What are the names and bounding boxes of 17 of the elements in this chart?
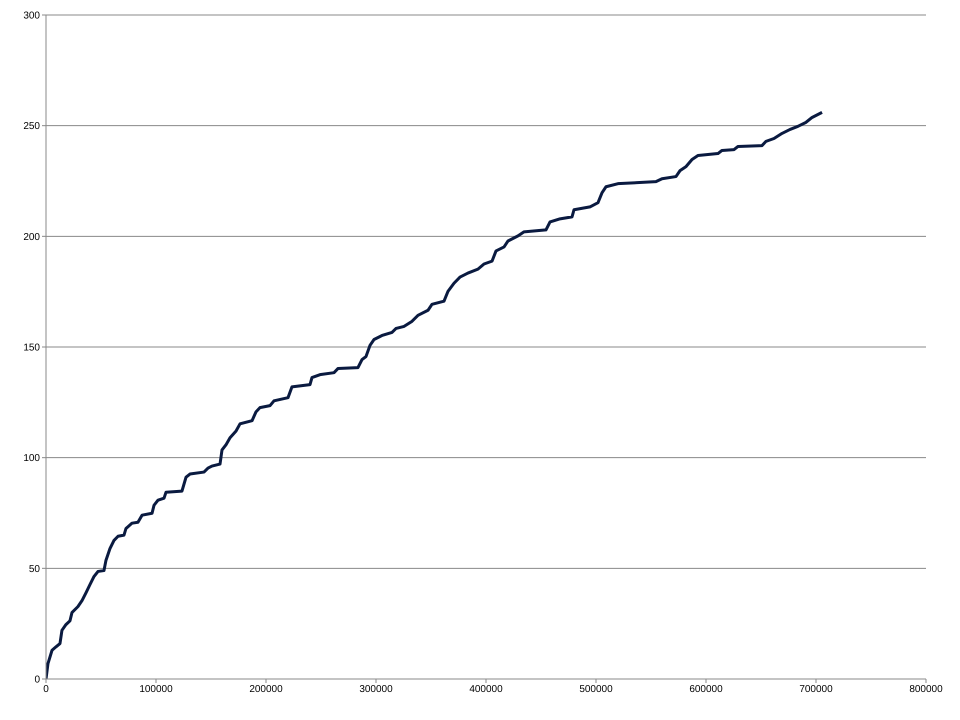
y-tick-label: 250 <box>23 121 40 132</box>
x-tick-label: 600000 <box>689 684 724 696</box>
line-series <box>46 110 824 679</box>
x-tick-label: 700000 <box>799 684 834 696</box>
x-tick-label: 0 <box>43 684 50 696</box>
x-tick-label: 500000 <box>579 684 614 696</box>
x-tick-label: 100000 <box>139 684 174 696</box>
y-tick-label: 100 <box>23 453 40 464</box>
y-tick-label: 50 <box>28 564 40 575</box>
y-tick-label: 150 <box>23 342 40 354</box>
y-tick-label: 0 <box>34 674 40 686</box>
x-tick-label: 300000 <box>359 684 394 696</box>
x-tick-label: 800000 <box>909 684 944 696</box>
y-tick-label: 300 <box>23 10 40 22</box>
y-tick-label: 200 <box>23 232 40 243</box>
x-tick-label: 200000 <box>249 684 284 696</box>
x-tick-label: 400000 <box>469 684 504 696</box>
